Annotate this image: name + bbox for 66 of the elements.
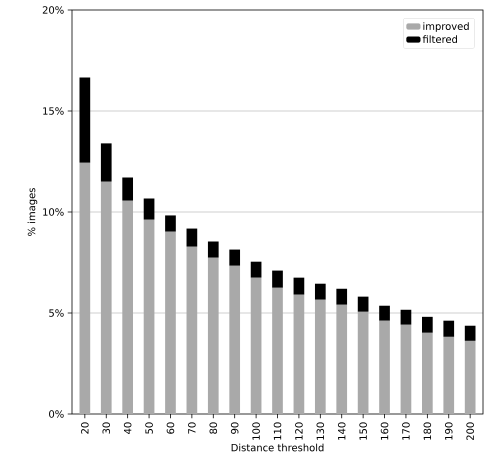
bar [144,219,154,414]
bar [229,266,240,414]
bar [229,250,240,266]
x-tick-label: 200 [466,422,474,440]
bar [79,162,90,414]
y-axis-title: % images [28,188,38,236]
y-tick-label: 20% [42,6,64,14]
bar [294,278,304,295]
x-tick-label: 180 [424,422,432,440]
bar [336,304,348,414]
x-tick-label: 120 [295,422,303,440]
x-tick-label: 140 [338,422,346,440]
bar [250,278,262,414]
bar [250,262,262,278]
bar [272,270,283,288]
x-tick-label: 80 [210,422,218,434]
legend-label: filtered [422,35,457,44]
bar [400,310,412,325]
bar [165,215,176,232]
x-tick-label: 100 [252,422,260,440]
x-tick-label: 170 [402,422,410,440]
x-tick-label: 130 [316,422,324,440]
bar [464,340,476,414]
x-tick-label: 60 [166,422,174,434]
x-tick-label: 160 [380,422,388,440]
bar [336,288,348,305]
bar [358,312,368,414]
y-tick-label: 5% [49,309,64,317]
bar [144,198,154,220]
bar [186,228,198,247]
bar [122,200,134,414]
bar [100,143,112,182]
bar [272,288,283,414]
bar [400,324,412,414]
bar [208,241,219,258]
bar [422,332,433,414]
x-tick-label: 50 [145,422,153,434]
x-tick-label: 150 [359,422,367,440]
x-tick-label: 190 [444,422,453,440]
y-tick-label: 10% [43,208,64,216]
bar [379,306,390,321]
x-tick-label: 70 [188,422,196,434]
bar [79,77,90,163]
bar [186,246,198,414]
bar [464,326,476,341]
bar [379,320,390,414]
x-tick-label: 40 [124,422,132,434]
y-tick-label: 15% [43,107,64,115]
x-tick-label: 30 [102,422,110,434]
legend-label: improved [423,22,469,32]
x-tick-label: 20 [81,422,89,434]
bar [314,284,326,300]
x-tick-label: 110 [274,422,282,440]
bar [443,336,454,414]
bar [122,177,134,200]
bar [100,181,112,414]
bar [358,296,368,312]
bar [294,294,304,414]
bar [443,320,454,337]
x-axis-title: Distance threshold [232,444,324,452]
bar [422,316,433,333]
bar [208,258,219,414]
y-tick-label: 0% [49,410,64,418]
bar [314,300,326,414]
x-tick-label: 90 [230,422,238,434]
bar [165,232,176,414]
